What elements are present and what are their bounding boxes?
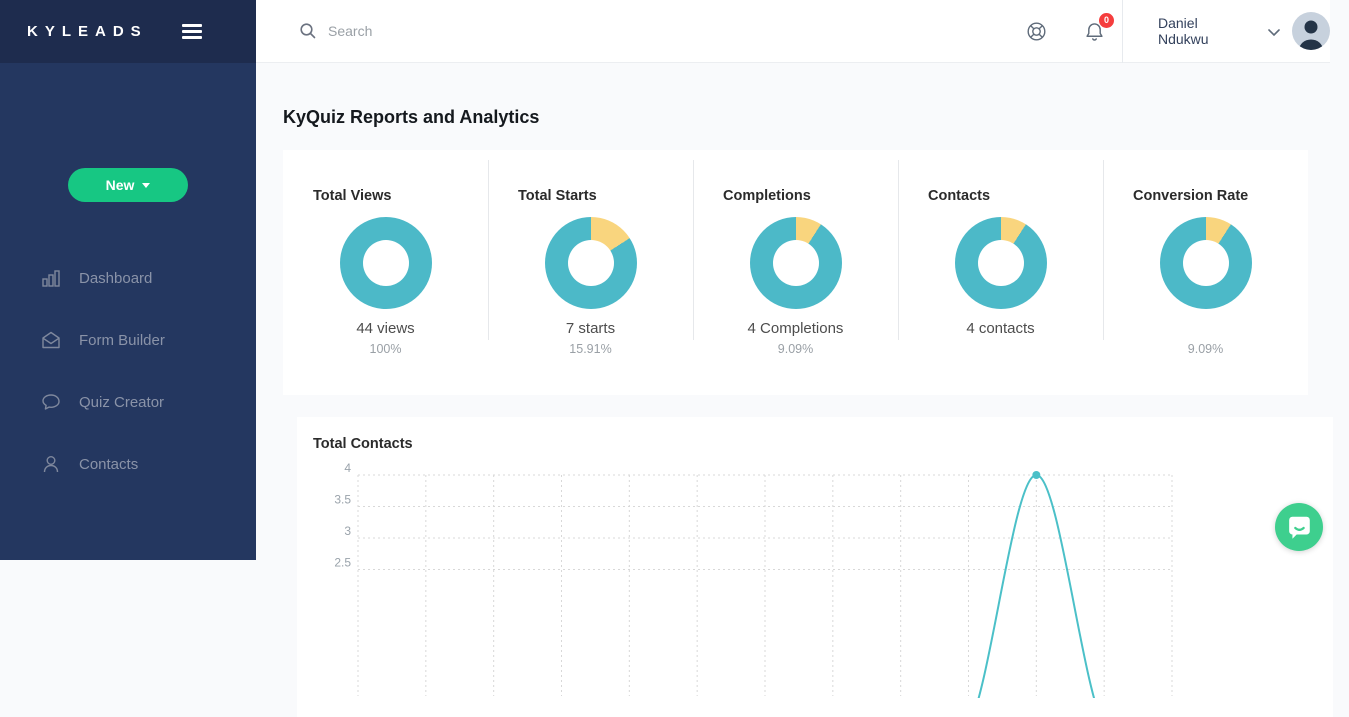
stat-percent: 9.09% xyxy=(1187,342,1224,356)
sidebar-nav: Dashboard Form Builder Quiz Creator xyxy=(0,247,256,495)
stat-value: 44 views xyxy=(356,320,415,337)
topbar: 0 Daniel Ndukwu xyxy=(256,0,1330,63)
stat-value: 4 Completions xyxy=(747,320,844,337)
topbar-icons: 0 xyxy=(1026,12,1114,42)
kyleads-logo[interactable]: KYLEADS xyxy=(27,23,148,40)
sidebar-item-label: Form Builder xyxy=(79,331,165,349)
donut-chart-contacts xyxy=(954,217,1047,309)
donut-chart-completions xyxy=(749,217,842,309)
svg-text:3.5: 3.5 xyxy=(334,493,351,507)
avatar xyxy=(1292,12,1330,50)
sidebar-item-contacts[interactable]: Contacts xyxy=(0,433,256,495)
stat-card-total-starts: Total Starts 7 starts 15.91% xyxy=(488,150,693,395)
sidebar-item-quiz-creator[interactable]: Quiz Creator xyxy=(0,371,256,433)
total-contacts-card: Total Contacts 4 3.5 3 2.5 xyxy=(297,417,1333,717)
svg-text:4: 4 xyxy=(344,461,351,475)
envelope-icon xyxy=(40,329,62,351)
sidebar-item-form-builder[interactable]: Form Builder xyxy=(0,309,256,371)
sidebar-item-label: Quiz Creator xyxy=(79,393,165,411)
page-title: KyQuiz Reports and Analytics xyxy=(283,107,540,127)
bar-chart-icon xyxy=(40,267,62,289)
stat-card-conversion-rate: Conversion Rate 9.09% xyxy=(1103,150,1308,395)
search-icon xyxy=(300,23,316,39)
hamburger-menu-icon[interactable] xyxy=(182,24,202,39)
stat-title: Total Views xyxy=(313,188,392,204)
stat-percent xyxy=(898,342,1103,357)
svg-text:2.5: 2.5 xyxy=(334,556,351,570)
donut-chart-conversion-rate xyxy=(1159,217,1252,309)
main-area: 0 Daniel Ndukwu KyQuiz Reports and Analy… xyxy=(256,0,1349,717)
chat-bubble-icon xyxy=(1289,516,1310,539)
sidebar-item-label: Contacts xyxy=(79,455,139,473)
sidebar-item-label: Dashboard xyxy=(79,269,153,287)
content: KyQuiz Reports and Analytics Total Views… xyxy=(256,63,1349,717)
stats-summary-card: Total Views 44 views 100% Total Starts 7… xyxy=(283,150,1308,395)
help-lifebuoy-icon[interactable] xyxy=(1026,21,1047,42)
chat-bubble-icon xyxy=(40,391,62,413)
stat-title: Total Starts xyxy=(518,188,597,204)
user-name: Daniel Ndukwu xyxy=(1158,15,1209,47)
stat-title: Conversion Rate xyxy=(1133,188,1249,204)
person-icon xyxy=(40,453,62,475)
sidebar-item-dashboard[interactable]: Dashboard xyxy=(0,247,256,309)
stat-percent: 100% xyxy=(369,342,402,356)
chevron-down-icon xyxy=(1268,28,1280,37)
donut-chart-total-starts xyxy=(544,217,637,309)
stat-card-total-views: Total Views 44 views 100% xyxy=(283,150,488,395)
stat-percent: 9.09% xyxy=(777,342,814,356)
stat-value: 7 starts xyxy=(565,320,616,337)
stat-card-completions: Completions 4 Completions 9.09% xyxy=(693,150,898,395)
notifications-bell-icon[interactable]: 0 xyxy=(1085,12,1114,42)
search-input[interactable] xyxy=(326,22,646,40)
svg-text:3: 3 xyxy=(344,524,351,538)
chevron-down-icon xyxy=(142,182,151,188)
donut-chart-total-views xyxy=(339,217,432,309)
chart-title: Total Contacts xyxy=(313,436,413,452)
stat-value xyxy=(1103,320,1308,339)
new-button[interactable]: New xyxy=(68,168,188,202)
stat-card-contacts: Contacts 4 contacts xyxy=(898,150,1103,395)
stat-percent: 15.91% xyxy=(569,342,612,356)
notification-badge: 0 xyxy=(1099,12,1114,28)
sidebar-header: KYLEADS xyxy=(0,0,256,63)
stat-title: Completions xyxy=(723,188,811,204)
chat-widget-launcher[interactable] xyxy=(1275,503,1323,551)
new-button-label: New xyxy=(105,177,135,193)
total-contacts-chart: 4 3.5 3 2.5 xyxy=(334,461,1173,698)
stat-title: Contacts xyxy=(928,188,991,204)
stat-value: 4 contacts xyxy=(966,320,1035,337)
user-menu[interactable]: Daniel Ndukwu xyxy=(1122,0,1330,63)
search-bar xyxy=(256,22,1026,40)
sidebar: KYLEADS New Dashboard Form Builder xyxy=(0,0,256,560)
